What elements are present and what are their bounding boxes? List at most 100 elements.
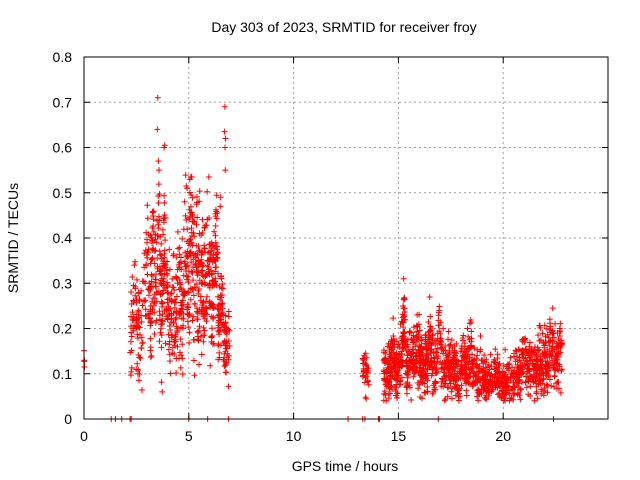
data-point: [172, 333, 179, 340]
data-point: [543, 381, 550, 388]
data-point: [424, 377, 431, 384]
data-point: [469, 351, 476, 358]
data-point: [178, 315, 185, 322]
data-point: [158, 240, 165, 247]
data-point: [168, 334, 175, 341]
data-point: [395, 360, 402, 367]
data-point: [171, 304, 178, 311]
data-point: [202, 281, 209, 288]
data-point: [169, 275, 176, 282]
data-point: [380, 397, 387, 404]
data-point: [444, 384, 451, 391]
data-point: [551, 346, 558, 353]
data-point: [538, 362, 545, 369]
data-point: [556, 361, 563, 368]
data-point: [225, 308, 232, 315]
data-point: [540, 376, 547, 383]
data-point: [425, 319, 432, 326]
data-point: [218, 275, 225, 282]
data-point: [386, 378, 393, 385]
data-point: [551, 366, 558, 373]
data-point: [390, 357, 397, 364]
data-point: [188, 225, 195, 232]
data-point: [365, 381, 372, 388]
data-point: [147, 335, 154, 342]
data-point: [474, 379, 481, 386]
data-point: [200, 261, 207, 268]
data-point: [174, 228, 181, 235]
data-point: [162, 237, 169, 244]
data-point: [538, 369, 545, 376]
data-point: [149, 208, 156, 215]
data-point: [470, 360, 477, 367]
data-point: [200, 313, 207, 320]
data-point: [189, 212, 196, 219]
data-point: [164, 299, 171, 306]
data-point: [459, 335, 466, 342]
data-point: [222, 167, 229, 174]
data-point: [223, 369, 230, 376]
data-point: [412, 368, 419, 375]
data-point: [153, 239, 160, 246]
data-point: [206, 299, 213, 306]
data-point: [516, 380, 523, 387]
data-point: [448, 395, 455, 402]
data-point: [534, 357, 541, 364]
data-point: [185, 289, 192, 296]
data-point: [422, 356, 429, 363]
data-point: [156, 216, 163, 223]
data-point: [184, 253, 191, 260]
data-point: [209, 304, 216, 311]
data-point: [174, 343, 181, 350]
data-point: [424, 339, 431, 346]
data-point: [400, 330, 407, 337]
data-point: [451, 368, 458, 375]
data-point: [192, 301, 199, 308]
data-point: [435, 317, 442, 324]
data-point: [414, 323, 421, 330]
data-point: [404, 351, 411, 358]
data-point: [458, 362, 465, 369]
data-point: [225, 383, 232, 390]
data-point: [190, 256, 197, 263]
data-point: [179, 325, 186, 332]
data-point: [539, 330, 546, 337]
data-point: [192, 284, 199, 291]
data-point: [173, 314, 180, 321]
data-point: [442, 347, 449, 354]
data-point: [450, 364, 457, 371]
data-point: [160, 219, 167, 226]
data-point: [492, 366, 499, 373]
data-point: [509, 364, 516, 371]
data-point: [429, 335, 436, 342]
data-point: [187, 252, 194, 259]
data-point: [200, 303, 207, 310]
data-point: [151, 248, 158, 255]
data-point: [184, 303, 191, 310]
data-point: [189, 269, 196, 276]
data-point: [491, 365, 498, 372]
data-point: [193, 281, 200, 288]
data-point: [544, 361, 551, 368]
data-point: [558, 367, 565, 374]
data-point: [132, 285, 139, 292]
data-point: [176, 277, 183, 284]
data-point: [504, 383, 511, 390]
data-point: [148, 352, 155, 359]
data-point: [161, 263, 168, 270]
data-point: [130, 327, 137, 334]
data-point: [184, 185, 191, 192]
data-point: [422, 389, 429, 396]
data-point: [463, 392, 470, 399]
data-point: [182, 172, 189, 179]
data-point: [494, 355, 501, 362]
data-point: [155, 158, 162, 165]
data-point: [530, 349, 537, 356]
data-point: [139, 278, 146, 285]
data-point: [404, 341, 411, 348]
data-point: [155, 199, 162, 206]
data-point: [190, 336, 197, 343]
data-point: [416, 327, 423, 334]
data-point: [186, 189, 193, 196]
data-point: [480, 382, 487, 389]
